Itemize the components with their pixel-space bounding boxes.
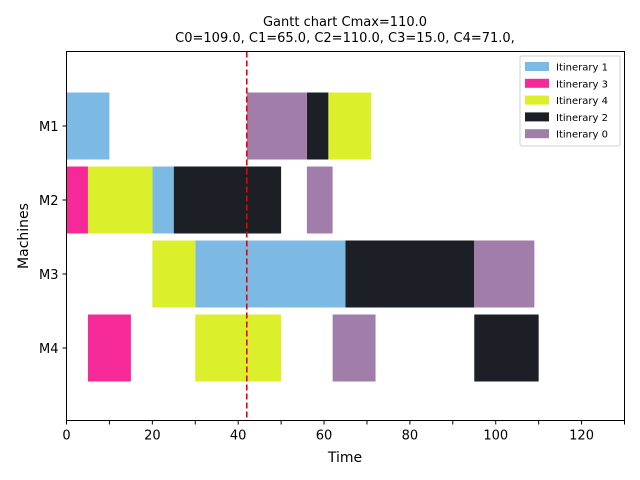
legend-label: Itinerary 1: [556, 63, 608, 74]
y-ticks-group: M1 M2 M3 M4: [39, 120, 67, 357]
x-tick-label: 0: [62, 429, 70, 444]
legend-swatch: [525, 62, 549, 71]
y-tick-label: M1: [39, 120, 59, 135]
x-tick-label: 60: [316, 429, 333, 444]
task-bar-itinerary-3-m2: [66, 166, 88, 234]
y-axis-label: Machines: [16, 203, 32, 269]
x-tick-label: 40: [230, 429, 247, 444]
x-tick-label: 100: [483, 429, 508, 444]
task-bar-itinerary-2-m2: [173, 166, 282, 234]
legend-label: Itinerary 4: [556, 96, 608, 107]
task-bar-itinerary-4-m2: [87, 166, 153, 234]
task-bar-itinerary-2-m3: [345, 240, 475, 308]
task-bar-itinerary-4-m3: [152, 240, 196, 308]
legend: Itinerary 1 Itinerary 3 Itinerary 4 Itinera…: [519, 55, 621, 147]
task-bar-itinerary-0-m2: [306, 166, 333, 234]
plot-frame: [66, 51, 625, 421]
task-bar-itinerary-1-m3: [195, 240, 346, 308]
x-tick-label: 120: [569, 429, 594, 444]
x-tick-label: 80: [402, 429, 419, 444]
legend-swatch: [525, 78, 549, 88]
x-tick-label: 20: [144, 429, 161, 444]
y-tick-label: M2: [39, 194, 59, 209]
task-bar-itinerary-2-m4: [474, 314, 539, 382]
chart-title: Gantt chart Cmax=110.0: [263, 15, 427, 30]
legend-frame: [519, 55, 621, 147]
legend-label: Itinerary 2: [556, 113, 608, 124]
y-tick-label: M3: [39, 268, 59, 283]
task-bar-itinerary-2-m1: [306, 92, 329, 160]
x-ticks-group: 0 20 40 60 80 100 120: [62, 420, 625, 444]
x-axis-label: Time: [327, 450, 362, 466]
task-bar-itinerary-3-m4: [87, 314, 131, 382]
task-bar-itinerary-0-m1: [246, 92, 307, 160]
legend-label: Itinerary 0: [556, 130, 608, 141]
task-bar-itinerary-0-m4: [332, 314, 376, 382]
bars-group: [66, 92, 539, 382]
legend-swatch: [525, 95, 549, 105]
y-tick-label: M4: [39, 342, 59, 357]
legend-swatch: [525, 129, 549, 139]
task-bar-itinerary-0-m3: [474, 240, 535, 308]
legend-label: Itinerary 3: [556, 79, 608, 90]
task-bar-itinerary-4-m1: [328, 92, 372, 160]
chart-subtitle: C0=109.0, C1=65.0, C2=110.0, C3=15.0, C4…: [175, 31, 515, 46]
task-bar-itinerary-1-m1: [66, 92, 110, 160]
legend-swatch: [525, 112, 549, 122]
task-bar-itinerary-1-m2: [152, 166, 174, 234]
task-bar-itinerary-4-m4: [195, 314, 282, 382]
